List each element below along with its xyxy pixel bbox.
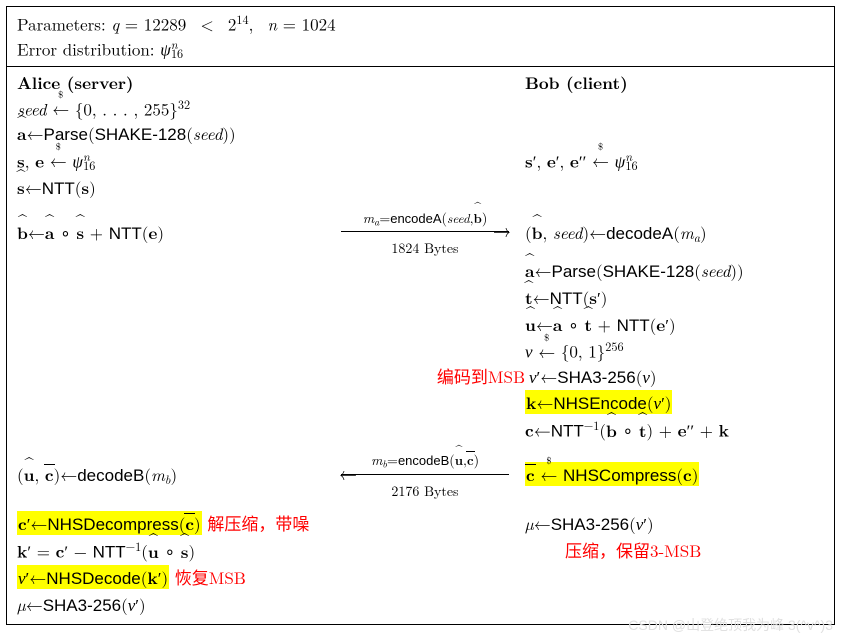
alice-kprime-line: k′ = c′ − NTT−1(u ∘ s): [17, 538, 325, 565]
bob-u-line: u←a ∘ t + NTT(e′): [525, 312, 824, 339]
anno-recover: 恢复MSB: [175, 565, 246, 589]
bob-se-line: s′, e′, e′′ $← ψn16: [525, 148, 824, 176]
bob-nuprime-line: ν′←SHA3-256(ν): [529, 364, 824, 391]
anno-decompress: 解压缩，带噪: [207, 511, 309, 535]
alice-cprime-line: c′←NHSDecompress(c) 解压缩，带噪: [17, 511, 325, 538]
error-dist-line: Error distribution: ψn16: [17, 36, 824, 62]
anno-compress: 压缩，保留3-MSB: [525, 538, 824, 565]
parameters-header: Parameters: q = 12289 < 214, n = 1024 Er…: [7, 7, 834, 67]
msg-mb: mb=encodeB(u,c) 2176 Bytes: [325, 450, 525, 501]
err-prefix: Error distribution:: [17, 36, 160, 60]
bob-c-line: c←NTT−1(b ∘ t) + e′′ + k: [525, 417, 824, 444]
q-label: q: [111, 12, 119, 36]
alice-decodeB-line: (u, c)←decodeB(mb): [17, 462, 325, 489]
lt: <: [192, 12, 228, 36]
bob-nu-line: ν $← {0, 1}256: [525, 338, 824, 363]
q-bound-exp: 14: [236, 10, 248, 28]
alice-nuprime-line: ν′←NHSDecode(k′) 恢复MSB: [17, 565, 325, 592]
param-prefix: Parameters:: [17, 12, 111, 36]
parameters-line: Parameters: q = 12289 < 214, n = 1024: [17, 11, 824, 36]
alice-ntt-s-line: s←NTT(s): [17, 175, 325, 202]
eq2: =: [283, 12, 302, 36]
title-row: Alice (server) Bob (client): [17, 71, 824, 96]
alice-se-line: s, e $← ψn16: [17, 148, 325, 176]
n-value: 1024: [302, 12, 336, 36]
alice-mu-line: µ←SHA3-256(ν′): [17, 592, 325, 619]
bob-decodeA-line: (b, seed)←decodeA(ma): [525, 220, 824, 247]
anno-encode-msb: 编码到MSB: [325, 364, 529, 391]
eq: =: [125, 12, 144, 36]
mid-empty: [325, 71, 525, 96]
protocol-body: Alice (server) Bob (client) seed $← {0, …: [7, 67, 834, 625]
alice-bhat-line: b←a ∘ s + NTT(e): [17, 220, 325, 247]
q-value: 12289: [144, 12, 187, 36]
alice-seed-line: seed $← {0, . . . , 255}32: [17, 96, 325, 121]
bob-parse-line: a←Parse(SHAKE-128(seed)): [525, 258, 824, 285]
n-label: n: [268, 12, 278, 36]
psi: ψ: [160, 36, 171, 60]
bob-t-line: t←NTT(s′): [525, 285, 824, 312]
psi-sub: 16: [171, 44, 183, 62]
bob-k-line: k←NHSEncode(ν′): [525, 390, 824, 417]
bob-mu-line: µ←SHA3-256(ν′): [525, 511, 824, 538]
bob-title: Bob (client): [525, 71, 824, 96]
alice-parse-line: a←Parse(SHAKE-128(seed)): [17, 121, 325, 148]
msg-ma: ma=encodeA(seed,b) 1824 Bytes: [325, 208, 525, 259]
bob-cbar-line: c $← NHSCompress(c): [525, 462, 824, 489]
